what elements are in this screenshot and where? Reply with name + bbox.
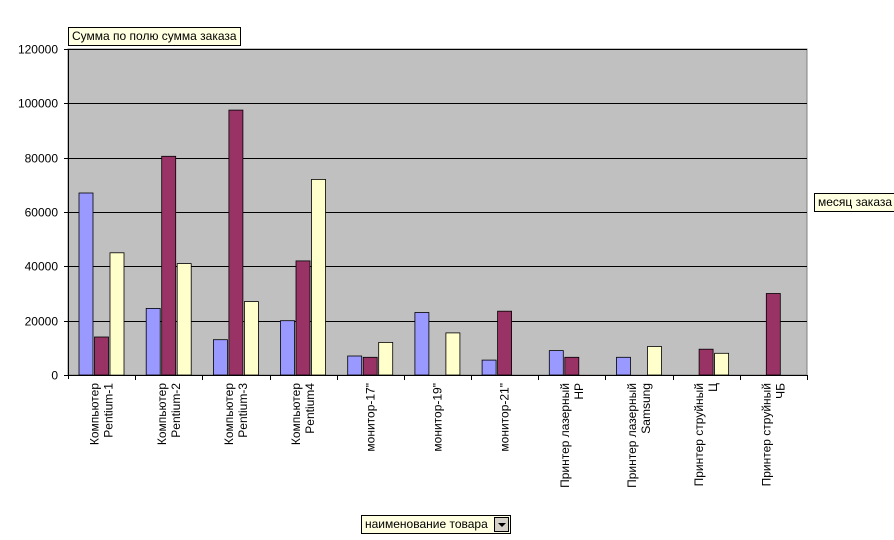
x-tick-label: Ц xyxy=(706,383,720,392)
bar xyxy=(414,312,430,376)
x-tick-label: HP xyxy=(572,383,586,400)
bar xyxy=(378,341,394,376)
x-tick-label: ЧБ xyxy=(773,383,787,399)
y-tick-label: 80000 xyxy=(25,152,59,166)
y-tick-label: 40000 xyxy=(25,260,59,274)
series-field-button[interactable]: месяц заказа xyxy=(814,193,894,212)
bar xyxy=(497,310,513,376)
x-tick-label: монитор-17" xyxy=(363,383,377,452)
bar xyxy=(176,263,192,376)
bar xyxy=(765,293,781,376)
y-tick-label: 60000 xyxy=(25,206,59,220)
bar xyxy=(243,301,259,376)
bar xyxy=(78,192,94,376)
x-tick-label: Компьютер xyxy=(88,383,102,445)
bar xyxy=(548,350,564,376)
bar xyxy=(94,336,109,376)
x-tick-label: Pentium-2 xyxy=(169,383,183,438)
bar xyxy=(295,260,311,376)
y-tick-label: 0 xyxy=(51,369,58,383)
bar xyxy=(564,356,580,376)
bar xyxy=(714,352,729,376)
bar xyxy=(212,339,228,376)
y-tick-label: 100000 xyxy=(18,97,58,111)
x-tick-label: Компьютер xyxy=(289,383,303,445)
x-tick-label: монитор-19" xyxy=(431,383,445,452)
bar xyxy=(445,332,461,376)
dropdown-arrow-icon[interactable] xyxy=(493,517,509,532)
x-tick-label: Принтер струйный xyxy=(759,383,773,486)
x-tick-label: Принтер лазерный xyxy=(558,383,572,488)
y-tick-label: 20000 xyxy=(25,315,59,329)
x-tick-label: монитор-21" xyxy=(498,383,512,452)
x-tick-label: Pentium4 xyxy=(303,383,317,434)
bar xyxy=(481,359,497,376)
bar xyxy=(145,307,161,376)
x-tick-label: Принтер лазерный xyxy=(625,383,639,488)
x-tick-label: Компьютер xyxy=(155,383,169,445)
x-tick-label: Принтер струйный xyxy=(692,383,706,486)
x-tick-label: Pentium-3 xyxy=(236,383,250,438)
bar xyxy=(311,178,326,376)
bar xyxy=(616,356,631,376)
x-tick-label: Pentium-1 xyxy=(102,383,116,438)
bar xyxy=(161,155,177,376)
bar xyxy=(228,109,244,376)
bar xyxy=(347,355,363,376)
bar xyxy=(698,348,714,376)
category-field-label: наименование товара xyxy=(365,517,488,531)
bar xyxy=(280,320,295,376)
x-tick-label: Samsung xyxy=(639,383,653,434)
bar xyxy=(109,252,125,376)
x-tick-label: Компьютер xyxy=(222,383,236,445)
category-field-button[interactable]: наименование товара xyxy=(361,515,511,534)
bar xyxy=(647,346,662,376)
bar xyxy=(362,356,378,376)
y-tick-label: 120000 xyxy=(18,43,58,57)
data-field-button[interactable]: Сумма по полю сумма заказа xyxy=(68,27,241,46)
